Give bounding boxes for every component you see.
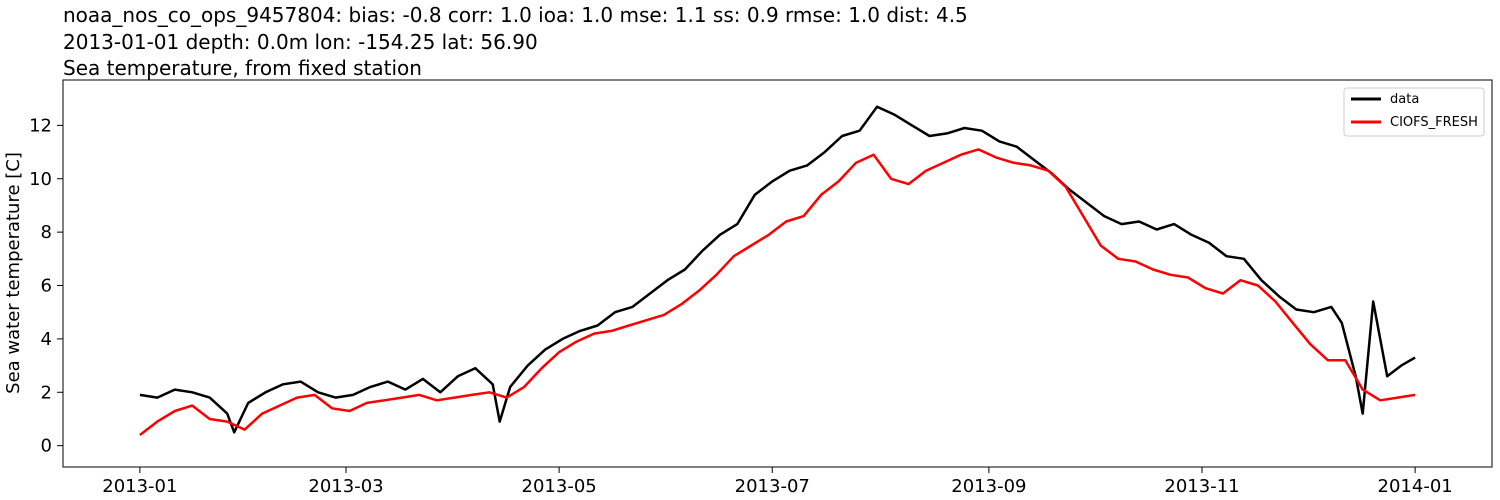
- legend-label-ciofs-fresh: CIOFS_FRESH: [1390, 115, 1478, 130]
- y-tick-label: 12: [29, 115, 52, 136]
- y-tick-label: 4: [41, 329, 52, 350]
- x-tick-label: 2013-05: [522, 476, 597, 497]
- x-tick-label: 2013-09: [951, 476, 1026, 497]
- y-axis: 0 2 4 6 8 10 12: [29, 115, 63, 457]
- legend-label-data: data: [1390, 92, 1419, 107]
- series-lines: [139, 105, 1416, 436]
- y-tick-label: 10: [29, 169, 52, 190]
- chart-title-description: Sea temperature, from fixed station: [63, 56, 422, 80]
- y-axis-label: Sea water temperature [C]: [3, 152, 24, 394]
- legend: data CIOFS_FRESH: [1343, 87, 1485, 137]
- y-tick-label: 0: [41, 436, 52, 457]
- x-tick-label: 2013-11: [1164, 476, 1239, 497]
- chart-title-location: 2013-01-01 depth: 0.0m lon: -154.25 lat:…: [63, 30, 538, 54]
- plot-frame: [62, 79, 1493, 468]
- x-tick-label: 2013-01: [102, 476, 177, 497]
- y-tick-label: 8: [41, 222, 52, 243]
- y-tick-label: 6: [41, 276, 52, 297]
- series-line-data: [139, 105, 1416, 434]
- x-tick-label: 2014-01: [1378, 476, 1453, 497]
- x-tick-label: 2013-03: [308, 476, 383, 497]
- y-tick-label: 2: [41, 382, 52, 403]
- x-axis: 2013-01 2013-03 2013-05 2013-07 2013-09 2013-…: [102, 467, 1453, 497]
- series-line-ciofs-fresh: [139, 148, 1416, 436]
- x-tick-label: 2013-07: [735, 476, 810, 497]
- chart-title-stats: noaa_nos_co_ops_9457804: bias: -0.8 corr…: [63, 3, 968, 27]
